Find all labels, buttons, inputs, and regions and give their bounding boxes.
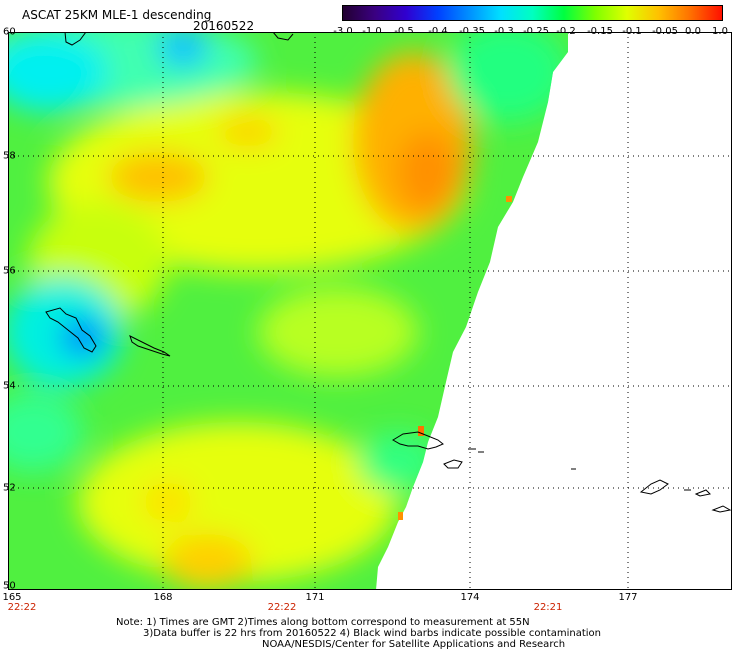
color-scale-bar	[342, 5, 723, 21]
lon-label: 177	[618, 592, 638, 603]
lon-label: 168	[153, 592, 173, 603]
colorbar-label: -0.4	[428, 26, 448, 37]
lon-label: 174	[460, 592, 480, 603]
colorbar-label: -0.2	[556, 26, 576, 37]
colorbar-label: -0.25	[523, 26, 549, 37]
colorbar-label: -0.3	[494, 26, 514, 37]
map-frame	[8, 32, 732, 590]
colorbar-label: -0.5	[394, 26, 414, 37]
swath-map	[8, 32, 732, 590]
map-title: ASCAT 25KM MLE-1 descending	[22, 8, 212, 22]
ambiguity-field	[8, 32, 568, 590]
colorbar-label: -0.05	[652, 26, 678, 37]
graticule	[8, 32, 732, 590]
colorbar-label: 0.0	[685, 26, 701, 37]
colorbar-label: -1.0	[362, 26, 382, 37]
swath-edge-pixel	[506, 196, 512, 202]
time-label: 22:22	[7, 602, 37, 613]
lat-label: 54	[3, 380, 16, 392]
lat-label: 60	[3, 26, 16, 38]
lat-label: 56	[3, 265, 16, 277]
colorbar-label: 1.0	[712, 26, 728, 37]
coastline	[45, 32, 732, 513]
lat-label: 50	[3, 580, 16, 592]
colorbar-label: -0.35	[459, 26, 485, 37]
note-line: 3)Data buffer is 22 hrs from 20160522 4)…	[143, 628, 601, 639]
lon-label: 165	[2, 592, 22, 603]
lat-label: 52	[3, 482, 16, 494]
lat-label: 58	[3, 150, 16, 162]
colorbar-label: -0.15	[587, 26, 613, 37]
note-line: NOAA/NESDIS/Center for Satellite Applica…	[262, 639, 566, 650]
swath-edge-pixel	[398, 512, 403, 520]
map-date: 20160522	[193, 19, 255, 33]
lon-label: 171	[305, 592, 325, 603]
colorbar-label: -3.0	[333, 26, 353, 37]
time-label: 22:22	[267, 602, 297, 613]
swath-edge-pixel	[418, 426, 424, 436]
time-label: 22:21	[533, 602, 563, 613]
colorbar-label: -0.1	[622, 26, 642, 37]
note-line: Note: 1) Times are GMT 2)Times along bot…	[116, 617, 530, 628]
